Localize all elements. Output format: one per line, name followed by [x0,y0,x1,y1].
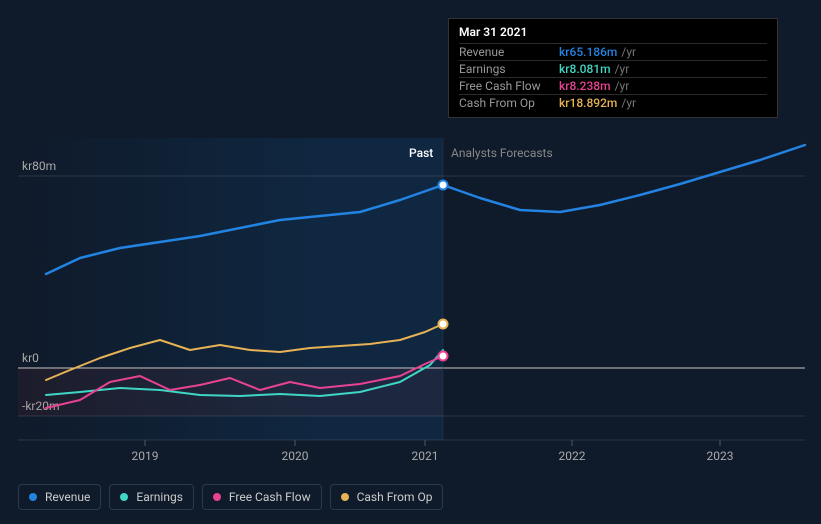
tooltip-unit: /yr [621,45,636,59]
legend-item-fcf[interactable]: Free Cash Flow [202,484,322,510]
tooltip-metric-value: kr8.081m [559,62,611,76]
tooltip-metric-value: kr18.892m [559,96,617,110]
tooltip-metric-value: kr65.186m [559,45,617,59]
legend: Revenue Earnings Free Cash Flow Cash From O… [18,484,443,510]
fcf-color-dot [213,493,221,501]
tooltip-metric-label: Free Cash Flow [459,79,559,93]
chart-container: kr80mkr0-kr20m20192020202120222023 Past … [0,0,821,524]
svg-text:2021: 2021 [412,449,439,463]
tooltip-row: Revenuekr65.186m/yr [459,43,767,60]
legend-item-earnings[interactable]: Earnings [109,484,194,510]
tooltip-unit: /yr [615,62,630,76]
svg-text:kr0: kr0 [22,351,39,365]
tooltip-unit: /yr [621,96,636,110]
svg-text:2019: 2019 [132,449,159,463]
legend-label: Earnings [136,490,183,504]
cfo-color-dot [341,493,349,501]
legend-item-cfo[interactable]: Cash From Op [330,484,444,510]
tooltip-metric-value: kr8.238m [559,79,611,93]
tooltip-row: Earningskr8.081m/yr [459,60,767,77]
tooltip-metric-label: Cash From Op [459,96,559,110]
svg-text:2023: 2023 [707,449,734,463]
svg-text:kr80m: kr80m [22,159,56,173]
tooltip-row: Free Cash Flowkr8.238m/yr [459,77,767,94]
legend-label: Cash From Op [357,490,433,504]
legend-item-revenue[interactable]: Revenue [18,484,101,510]
earnings-color-dot [120,493,128,501]
revenue-color-dot [29,493,37,501]
tooltip-date: Mar 31 2021 [459,25,767,39]
svg-text:2022: 2022 [559,449,586,463]
legend-label: Revenue [45,490,90,504]
legend-label: Free Cash Flow [229,490,311,504]
tooltip-metric-label: Revenue [459,45,559,59]
tooltip-row: Cash From Opkr18.892m/yr [459,94,767,111]
past-label: Past [409,146,433,160]
forecast-label: Analysts Forecasts [451,146,553,160]
svg-text:2020: 2020 [282,449,309,463]
hover-tooltip: Mar 31 2021 Revenuekr65.186m/yrEarningsk… [448,18,778,118]
tooltip-metric-label: Earnings [459,62,559,76]
tooltip-unit: /yr [615,79,630,93]
